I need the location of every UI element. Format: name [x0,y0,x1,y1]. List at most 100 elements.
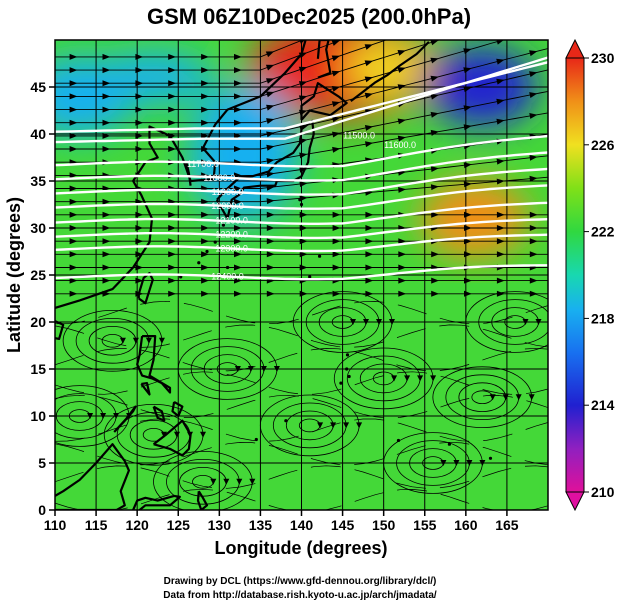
colorbar-tick-label: 210 [591,484,615,500]
wind-arrow [266,198,275,205]
wind-arrow [69,106,78,113]
eddy-streamline [465,291,548,353]
wind-arrow [496,211,505,218]
wind-arrow [440,460,447,466]
wind-arrow [201,93,209,100]
wind-arrow [234,185,242,192]
wind-arrow [397,33,405,39]
wind-arrow [266,225,275,231]
wind-arrow [266,131,275,138]
wind-arrow [331,40,340,46]
wind-arrow [299,290,308,297]
colorbar-tick-label: 214 [591,397,615,413]
wind-arrow [529,175,538,182]
credit-drawing: Drawing by DCL (https://www.gfd-dennou.o… [164,576,437,587]
wind-arrow [234,132,242,139]
streamline [55,300,548,325]
wind-arrow [266,290,275,297]
island [179,275,183,279]
wind-arrow [266,91,275,98]
wind-arrow [529,225,538,231]
wind-arrow [201,211,209,218]
island [308,275,312,279]
wind-arrow [168,119,176,126]
wind-arrow [100,413,107,419]
colorbar-tick-label: 226 [591,137,615,153]
wind-arrow [266,78,275,84]
wind-arrow [397,67,406,73]
wind-arrow [430,375,437,382]
island [284,419,288,423]
wind-arrow [135,146,144,152]
island [347,374,351,379]
wind-arrow [69,251,78,258]
wind-arrow [376,319,382,325]
wind-arrow [266,104,275,111]
x-tick-label: 165 [495,517,519,533]
wind-arrow [364,60,373,67]
wind-arrow [266,171,275,178]
streamline [55,347,548,372]
wind-arrow [466,460,473,466]
wind-arrow [463,162,472,169]
wind-arrow [135,67,144,74]
credit-data: Data from http://database.rish.kyoto-u.a… [163,590,437,601]
wind-arrow [168,80,176,87]
wind-arrow [332,211,341,218]
wind-arrow [299,225,308,231]
colorbar-tick-label: 222 [591,224,615,240]
contour-label: 12400.0 [211,272,244,282]
streamline [55,488,548,510]
plot-area: 11500.011600.011700.011800.011900.012000… [30,33,549,533]
wind-arrow [234,80,242,87]
wind-arrow [119,337,126,344]
wind-arrow [102,225,111,231]
wind-arrow [529,154,538,161]
wind-arrow [266,264,275,271]
wind-arrow [365,277,374,284]
chart-title: GSM 06Z10Dec2025 (200.0hPa) [147,4,471,29]
streamline [55,418,548,442]
wind-arrow [168,106,176,113]
wind-arrow [102,93,111,100]
wind-arrow [479,460,486,466]
y-tick-label: 40 [30,126,46,142]
wind-arrow [463,124,472,131]
colorbar-max-arrow [565,38,585,59]
wind-arrow [168,238,176,245]
colorbar-tick-label: 230 [591,50,615,66]
wind-arrow [397,135,406,142]
wind-arrow [69,119,78,126]
wind-arrow [299,166,308,173]
x-tick-label: 125 [167,517,191,533]
wind-arrow [364,76,373,83]
wind-arrow [135,211,144,218]
wind-arrow [223,478,230,485]
wind-arrow [453,460,460,466]
wind-arrow [331,70,341,77]
wind-arrow [168,93,176,100]
y-tick-label: 5 [38,455,46,471]
wind-arrow [463,181,472,188]
wind-arrow [299,40,306,44]
wind-arrow [332,225,341,231]
wind-arrow [201,106,209,113]
wind-arrow [332,238,341,245]
wind-arrow [364,44,373,50]
wind-arrow [126,413,133,419]
wind-arrow [529,113,538,119]
wind-arrow [398,238,407,245]
wind-arrow [201,80,209,87]
wind-arrow [234,146,242,152]
wind-arrow [398,187,407,193]
wind-arrow [102,119,111,126]
wind-arrow [298,52,308,59]
wind-arrow [69,185,78,192]
contour-label: 11700.0 [187,159,219,169]
wind-arrow [168,225,176,231]
island [396,438,401,443]
contour-label: 12000.0 [211,201,244,211]
wind-arrow [365,141,374,148]
wind-arrow [69,93,78,100]
wind-arrow [496,290,505,297]
